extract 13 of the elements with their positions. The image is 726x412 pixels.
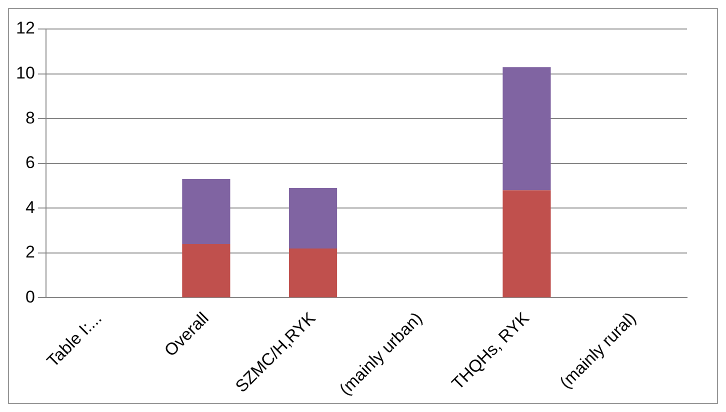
bar xyxy=(182,179,230,244)
bar xyxy=(288,248,338,298)
bar xyxy=(502,67,551,190)
bar xyxy=(288,188,338,248)
y-tick-label: 12 xyxy=(16,18,35,38)
y-tick-label: 0 xyxy=(25,287,35,306)
y-tick-label: 2 xyxy=(25,242,35,262)
bar xyxy=(182,244,230,298)
y-tick-label: 10 xyxy=(16,63,35,82)
y-tick-label: 4 xyxy=(25,198,35,217)
bar xyxy=(502,190,551,298)
y-tick-label: 6 xyxy=(25,153,35,172)
y-tick-label: 8 xyxy=(25,108,35,128)
